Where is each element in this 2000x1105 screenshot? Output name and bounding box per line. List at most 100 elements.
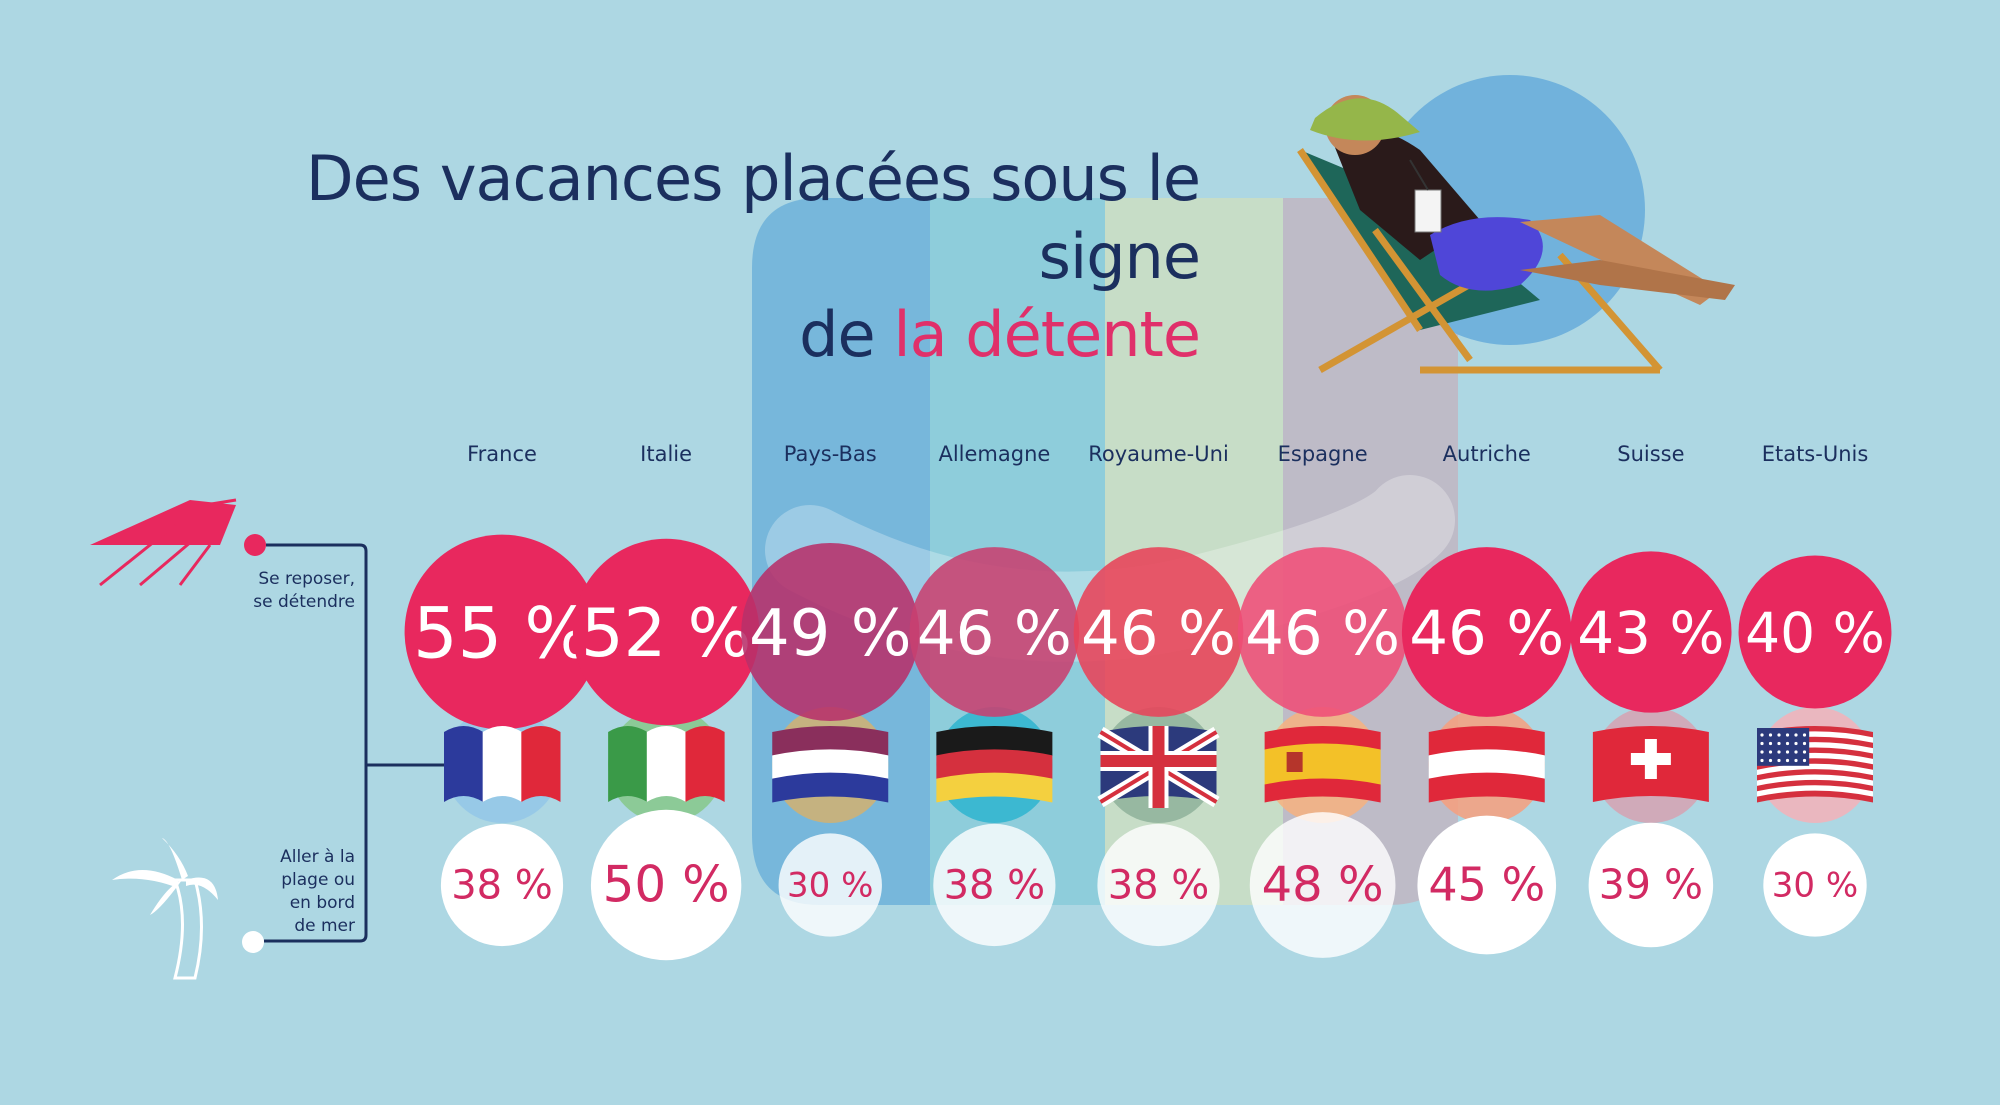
beach-bubble [440, 823, 564, 947]
germany-flag-icon [936, 726, 1053, 803]
uk-cross-red-h [1100, 755, 1217, 767]
relax-value-label: 40 % [1745, 601, 1885, 665]
deckchair-leg-1 [99, 523, 176, 587]
relax-value-label: 46 % [917, 598, 1072, 669]
beach-value-label: 50 % [603, 856, 730, 914]
palm-tree-icon [172, 878, 203, 980]
title-line-2: de la détente [200, 296, 1201, 374]
us-star [1785, 733, 1790, 737]
legend-relax-line-2: se détendre [253, 592, 355, 612]
us-star [1785, 758, 1790, 763]
fr-stripe-2 [482, 726, 522, 802]
it-stripe-3 [685, 726, 725, 802]
title-line-1: Des vacances placées sous le signe [305, 142, 1201, 293]
at-stripe-3 [1428, 772, 1545, 803]
shorts [1430, 217, 1543, 291]
us-star [1768, 758, 1773, 763]
us-star [1760, 758, 1764, 763]
relax-value-label: 46 % [1409, 598, 1564, 669]
beach-value-label: 38 % [451, 862, 553, 908]
us-star [1794, 741, 1798, 746]
relax-value-label: 43 % [1577, 599, 1724, 667]
us-stripe-10 [1757, 774, 1873, 787]
legend-dot-relax [244, 534, 266, 556]
deckchair-top [204, 498, 237, 507]
relax-value-label: 52 % [581, 594, 751, 672]
beach-value-label: 39 % [1599, 861, 1703, 909]
at-stripe-1 [1428, 726, 1545, 756]
us-stripe-13 [1757, 790, 1873, 803]
usa-flag-icon [1757, 726, 1873, 803]
country-label: Espagne [1277, 442, 1368, 466]
uk-flag-icon [1097, 726, 1220, 808]
legend-dot-beach [242, 931, 264, 953]
drink-cup [1414, 189, 1442, 233]
leg-lower [1520, 260, 1735, 300]
relax-bubble [1073, 547, 1244, 717]
relax-bubble [404, 534, 600, 730]
legend-beach-line-1: Aller à la [280, 847, 355, 867]
us-stripe-8 [1757, 763, 1873, 776]
relax-value-label: 49 % [749, 597, 912, 671]
beach-bubble [1097, 823, 1220, 947]
beach-bubble [1417, 815, 1557, 955]
relax-bubble [572, 538, 760, 726]
es-stripe-4 [1264, 778, 1381, 803]
legend-beach-line-4: de mer [294, 916, 355, 936]
beach-value-label: 30 % [1772, 865, 1858, 905]
country-label: Royaume-Uni [1088, 442, 1229, 466]
chart-marks: 55 % 38 % 52 % 50 % 49 % 30 % 46 % 38 % 46 % 38 %… [404, 534, 1892, 961]
relax-bubble [909, 547, 1080, 717]
country-label: Suisse [1617, 442, 1685, 466]
relax-value-label: 46 % [1245, 598, 1400, 669]
beach-bubble [933, 823, 1056, 947]
page-title: Des vacances placées sous le signe de la… [200, 140, 1201, 374]
italy-flag-icon [608, 726, 725, 802]
beach-bubble [1588, 822, 1714, 948]
country-label: Etats-Unis [1761, 442, 1869, 466]
legend-beach-line-3: en bord [290, 893, 355, 913]
country-label: Pays-Bas [783, 442, 877, 466]
relax-bubble [1401, 547, 1572, 717]
es-coat-of-arms [1286, 752, 1303, 772]
legend: Se reposer, se détendre Aller à la plage ou… [90, 498, 446, 980]
us-star [1760, 733, 1764, 737]
relax-bubble [1237, 547, 1408, 717]
chair-frame-leg-2 [1372, 227, 1473, 363]
austria-flag-icon [1428, 726, 1545, 803]
deckchair-icon [90, 500, 236, 545]
us-star [1768, 750, 1773, 754]
relax-bubble [741, 542, 920, 722]
legend-beach-line-2: plage ou [281, 870, 355, 890]
us-star [1785, 750, 1790, 754]
palm-leaf-1 [112, 870, 178, 888]
de-stripe-2 [936, 749, 1053, 780]
title-accent: la détente [893, 298, 1201, 371]
sunbather-illustration [1297, 75, 1735, 374]
us-star [1760, 741, 1764, 746]
relax-bubble [1570, 551, 1732, 713]
us-stripe-11 [1757, 779, 1873, 792]
beach-value-label: 45 % [1428, 857, 1545, 911]
legend-relax-line-1: Se reposer, [258, 569, 355, 589]
us-star [1777, 733, 1781, 737]
us-star [1760, 750, 1764, 754]
deckchair-leg-2 [139, 528, 206, 587]
us-star [1802, 758, 1807, 763]
us-star [1802, 750, 1807, 754]
beach-value-label: 48 % [1262, 857, 1384, 913]
us-star [1777, 758, 1781, 763]
us-star [1785, 741, 1790, 746]
de-stripe-3 [936, 772, 1053, 803]
us-star [1802, 741, 1807, 746]
country-label: Allemagne [938, 442, 1051, 466]
us-canton [1757, 728, 1810, 766]
spain-flag-icon [1264, 726, 1381, 803]
us-stripe-9 [1757, 769, 1873, 781]
beach-bubble [1249, 812, 1396, 958]
beach-bubble [778, 833, 882, 937]
fr-stripe-1 [444, 726, 484, 802]
nl-stripe-1 [772, 726, 889, 756]
